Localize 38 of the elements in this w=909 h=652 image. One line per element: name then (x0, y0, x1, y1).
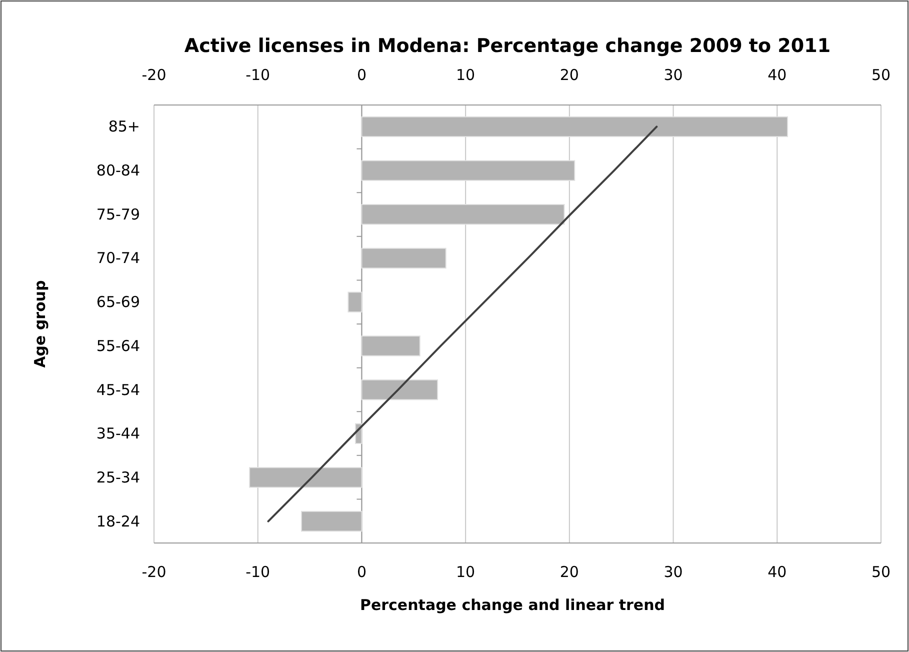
x2-tick-label: 0 (356, 66, 366, 84)
y-tick-label: 80-84 (96, 162, 140, 180)
chart-title: Active licenses in Modena: Percentage change 2009 to 2011 (184, 35, 831, 57)
y-tick-label: 65-69 (96, 293, 140, 312)
x2-tick-label: 10 (456, 66, 476, 84)
y-tick-label: 18-24 (96, 512, 140, 530)
y-tick-label: 70-74 (96, 249, 140, 268)
x-axis-title: Percentage change and linear trend (360, 596, 666, 614)
x2-tick-label: 20 (560, 66, 579, 84)
bar (249, 467, 362, 488)
bar (361, 116, 788, 138)
y-tick-label: 45-54 (96, 380, 140, 399)
x-tick-label: 0 (356, 563, 366, 581)
x2-tick-label: -20 (142, 66, 166, 84)
y-tick-label: 25-34 (96, 468, 140, 486)
x2-tick-label: 40 (768, 66, 787, 84)
bar (361, 336, 420, 356)
x-tick-label: 50 (871, 563, 891, 581)
bar (300, 510, 362, 532)
y-axis-title: Age group (31, 280, 49, 368)
y-tick-label: 75-79 (96, 205, 140, 224)
x-tick-label: 30 (664, 563, 683, 581)
y-tick-label: 85+ (108, 118, 140, 136)
y-tick-label: 55-64 (96, 336, 140, 355)
bar (348, 292, 362, 312)
bar (361, 160, 576, 181)
x2-tick-label: 30 (664, 66, 683, 84)
x-tick-label: 40 (768, 563, 787, 581)
bar (361, 379, 438, 400)
x-tick-label: -10 (246, 563, 270, 581)
x-tick-label: 10 (456, 563, 476, 581)
bar (361, 204, 565, 225)
bar (361, 248, 446, 269)
y-tick-label: 35-44 (96, 424, 140, 443)
x2-tick-label: 50 (871, 66, 891, 84)
x-tick-label: -20 (142, 563, 166, 581)
x2-tick-label: -10 (246, 66, 270, 84)
x-tick-label: 20 (560, 563, 579, 581)
